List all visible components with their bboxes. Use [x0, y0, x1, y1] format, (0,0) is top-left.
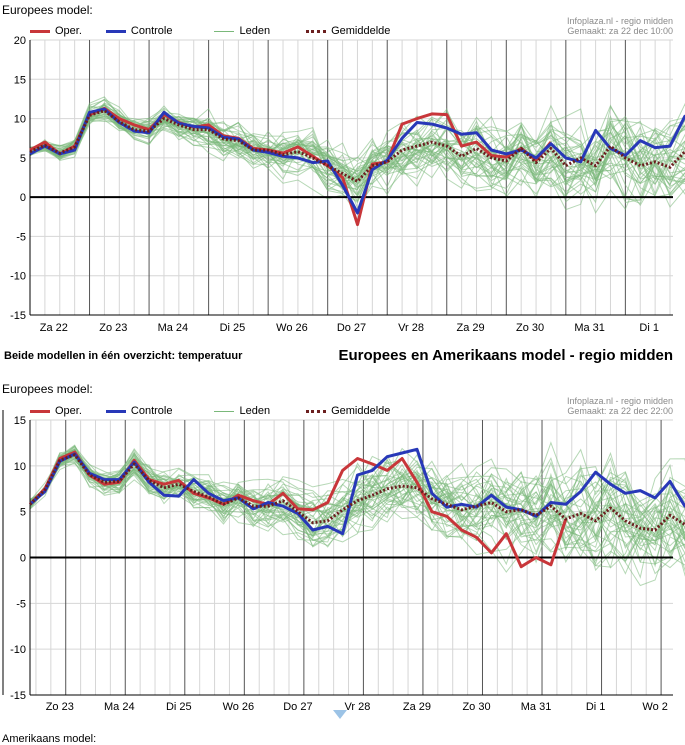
- banner-right: Europees en Amerikaans model - regio mid…: [338, 347, 673, 364]
- legend2-control-label: Controle: [130, 405, 173, 417]
- panel1-legend: Oper. Controle Leden Gemiddelde: [30, 25, 414, 37]
- member-line: [29, 447, 685, 541]
- panel2-legend: Oper. Controle Leden Gemiddelde: [30, 405, 414, 417]
- y-tick-label: 15: [14, 415, 26, 427]
- x-day-label: Di 1: [586, 701, 606, 713]
- legend-control: Controle: [105, 25, 173, 37]
- y-tick-label: -15: [10, 310, 26, 322]
- series-mean-line: [28, 453, 685, 532]
- legend2-oper-swatch: [30, 409, 50, 413]
- x-day-label: Ma 24: [104, 701, 135, 713]
- x-day-label: Za 22: [40, 322, 68, 334]
- panel1-source: Infoplaza.nl - regio midden Gemaakt: za …: [567, 16, 673, 36]
- panel2-source-line2: Gemaakt: za 22 dec 22:00: [567, 406, 673, 416]
- x-day-label: Wo 26: [276, 322, 308, 334]
- y-tick-label: 5: [20, 153, 26, 165]
- series-control-line: [29, 447, 685, 536]
- legend2-control-swatch: [105, 409, 126, 413]
- panel2-chart: -15 -10 -5 0 5 10 15 Zo 23 Ma 24 Di 25 Wo 26 Do 27 V…: [2, 410, 685, 713]
- next-section-title: Amerikaans model:: [2, 733, 97, 745]
- y-tick-label: 5: [20, 507, 26, 519]
- legend-mean-label: Gemiddelde: [331, 25, 391, 37]
- panel2-source-line1: Infoplaza.nl - regio midden: [566, 396, 673, 406]
- legend2-members-label: Leden: [239, 405, 271, 417]
- legend-members: Leden: [214, 25, 270, 37]
- legend-oper-label: Oper.: [55, 25, 82, 37]
- legend2-members: Leden: [214, 405, 270, 417]
- x-day-label: Zo 23: [46, 701, 74, 713]
- panel1-chart: -15 -10 -5 0 5 10 15 20 Za 22 Zo 23 Ma 24 Di 25 Wo 2…: [10, 35, 685, 334]
- y-tick-label: -10: [10, 644, 26, 656]
- y-tick-label: 0: [20, 553, 26, 565]
- member-line: [29, 110, 685, 205]
- x-day-label: Zo 30: [462, 701, 490, 713]
- scroll-down-arrow-icon[interactable]: [333, 710, 347, 719]
- y-tick-label: 20: [14, 35, 26, 47]
- legend2-oper: Oper.: [30, 405, 82, 417]
- y-tick-label: -5: [16, 231, 26, 243]
- y-tick-label: -5: [16, 598, 26, 610]
- x-day-label: Wo 2: [642, 701, 667, 713]
- member-line: [29, 110, 685, 216]
- legend-oper: Oper.: [30, 25, 82, 37]
- x-day-label: Zo 30: [516, 322, 544, 334]
- member-line: [29, 96, 685, 193]
- legend-control-swatch: [105, 29, 126, 33]
- y-tick-label: -15: [10, 690, 26, 702]
- panel1-title: Europees model:: [2, 3, 93, 17]
- x-day-label: Do 27: [283, 701, 312, 713]
- x-day-label: Zo 23: [99, 322, 127, 334]
- x-day-label: Vr 28: [345, 701, 371, 713]
- x-day-label: Di 25: [166, 701, 192, 713]
- legend2-members-swatch: [214, 410, 235, 412]
- series-mean-line: [29, 109, 685, 183]
- x-day-label: Ma 31: [574, 322, 605, 334]
- y-tick-label: 15: [14, 74, 26, 86]
- x-day-label: Ma 24: [158, 322, 189, 334]
- x-day-label: Wo 26: [223, 701, 255, 713]
- x-day-label: Za 29: [457, 322, 485, 334]
- legend2-control: Controle: [105, 405, 173, 417]
- x-day-label: Di 1: [639, 322, 659, 334]
- member-line: [29, 452, 685, 565]
- legend2-mean-swatch: [306, 409, 327, 413]
- series-oper-line: [29, 106, 553, 227]
- y-tick-label: -10: [10, 271, 26, 283]
- member-line: [29, 441, 685, 568]
- legend-mean: Gemiddelde: [306, 25, 390, 37]
- legend-members-swatch: [214, 30, 235, 32]
- legend-members-label: Leden: [239, 25, 271, 37]
- member-line: [29, 457, 685, 558]
- legend2-mean: Gemiddelde: [306, 405, 390, 417]
- banner-left: Beide modellen in één overzicht: tempera…: [4, 350, 243, 362]
- series-control-line: [29, 107, 685, 215]
- x-day-label: Vr 28: [398, 322, 424, 334]
- member-line: [29, 102, 685, 198]
- y-tick-label: 10: [14, 461, 26, 473]
- panel2-source: Infoplaza.nl - regio midden Gemaakt: za …: [567, 396, 673, 416]
- panel1-source-line2: Gemaakt: za 22 dec 10:00: [567, 26, 673, 36]
- x-day-label: Za 29: [403, 701, 431, 713]
- legend2-mean-label: Gemiddelde: [331, 405, 391, 417]
- x-day-label: Ma 31: [521, 701, 552, 713]
- legend-mean-swatch: [306, 29, 327, 33]
- series-oper-line: [28, 450, 568, 569]
- x-day-label: Di 25: [220, 322, 246, 334]
- legend2-oper-label: Oper.: [55, 405, 82, 417]
- panel2-title: Europees model:: [2, 382, 93, 396]
- y-tick-label: 0: [20, 192, 26, 204]
- y-tick-label: 10: [14, 114, 26, 126]
- legend-oper-swatch: [30, 29, 50, 33]
- legend-control-label: Controle: [130, 25, 173, 37]
- x-day-label: Do 27: [337, 322, 366, 334]
- panel1-source-line1: Infoplaza.nl - regio midden: [566, 16, 673, 26]
